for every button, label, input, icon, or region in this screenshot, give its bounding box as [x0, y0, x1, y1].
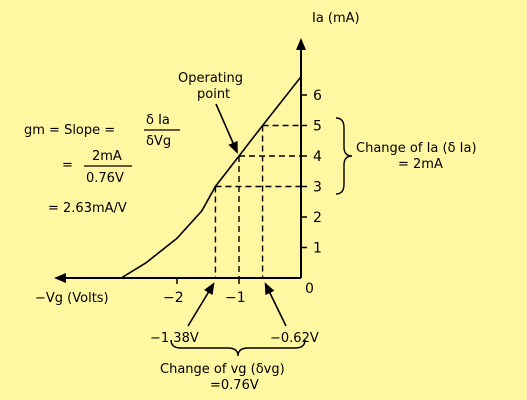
y-tick-label: 1 [313, 241, 322, 257]
characteristic-curve [120, 76, 302, 279]
vg-low-arrow [187, 282, 215, 327]
equation-line3: = 2.63mA/V [48, 201, 127, 216]
operating-point-label-line2: point [197, 87, 230, 102]
axis-ticks: 1 2 3 4 5 6 −2 −1 0 [163, 88, 322, 306]
construction-lines [214, 124, 301, 278]
vg-high-label: −0.62V [270, 331, 319, 346]
equation-line1-lhs: gm = Slope = [24, 123, 115, 138]
vg-low-label: −1.38V [150, 331, 199, 346]
ia-brace [335, 117, 353, 195]
y-axis-label: Ia (mA) [312, 11, 360, 26]
vg-brace [170, 339, 306, 357]
x-tick-label: 0 [305, 281, 314, 297]
x-tick-label: −2 [163, 290, 184, 306]
ia-change-line1: Change of Ia (δ Ia) [356, 141, 477, 156]
equation-line2-numerator: 2mA [92, 149, 122, 164]
equation-line1-denominator: δVg [146, 134, 171, 149]
y-tick-label: 4 [313, 149, 322, 165]
x-tick-label: −1 [225, 290, 246, 306]
equation-line1-numerator: δ Ia [146, 113, 170, 128]
operating-point-arrow [215, 103, 238, 154]
y-tick-label: 6 [313, 88, 322, 104]
x-axis-label: −Vg (Volts) [35, 291, 109, 306]
ia-change-line2: = 2mA [398, 157, 443, 172]
vg-high-arrow [264, 282, 287, 327]
y-tick-label: 3 [313, 180, 322, 196]
equation-line2-equals: = [62, 158, 73, 173]
vg-change-line2: =0.76V [210, 378, 259, 393]
equation-line2-denominator: 0.76V [86, 171, 124, 186]
vg-change-line1: Change of vg (δvg) [160, 362, 285, 377]
y-tick-label: 5 [313, 119, 322, 135]
operating-point-label-line1: Operating [178, 71, 243, 86]
y-tick-label: 2 [313, 210, 322, 226]
